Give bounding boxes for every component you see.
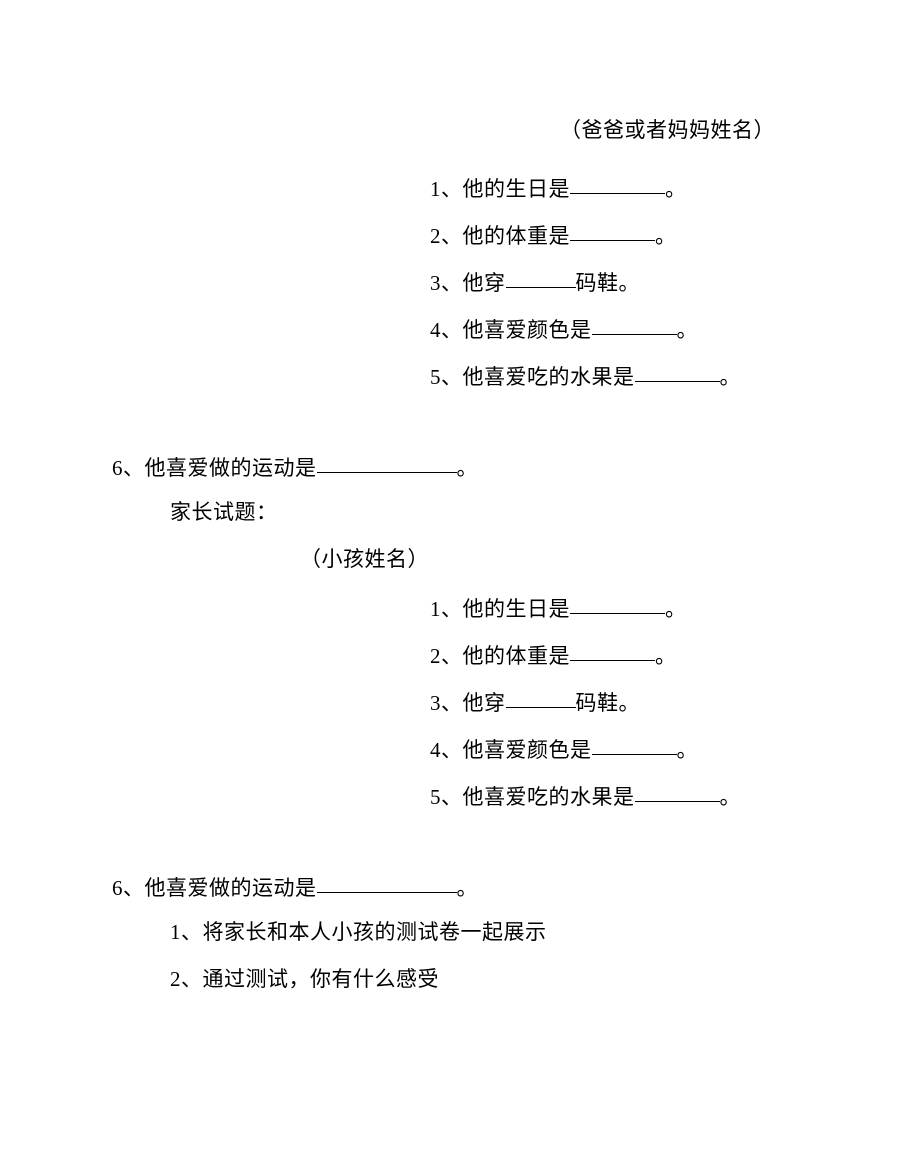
section1-q6: 6、他喜爱做的运动是 。 bbox=[112, 453, 478, 481]
s2-q3-blank[interactable] bbox=[506, 686, 576, 708]
q4-blank[interactable] bbox=[592, 313, 677, 335]
q3-blank[interactable] bbox=[506, 266, 576, 288]
section2-q4: 4、他喜爱颜色是 。 bbox=[430, 735, 698, 763]
q5-text-post: 。 bbox=[720, 365, 742, 389]
s2-q2-post: 。 bbox=[655, 644, 677, 668]
divider-heading: 家长试题： bbox=[170, 500, 278, 525]
q5-text-pre: 5、他喜爱吃的水果是 bbox=[430, 365, 635, 389]
q4-text-post: 。 bbox=[677, 318, 699, 342]
q2-text-post: 。 bbox=[655, 224, 677, 248]
section1-q1: 1、他的生日是 。 bbox=[430, 174, 687, 202]
s2-q5-post: 。 bbox=[720, 785, 742, 809]
s2-q6-post: 。 bbox=[457, 876, 479, 900]
document-page: （爸爸或者妈妈姓名） 1、他的生日是。 2、他的体重是。 3、他穿码鞋。 4、他… bbox=[0, 0, 920, 1151]
s2-q6-pre: 6、他喜爱做的运动是 bbox=[112, 876, 317, 900]
section1-q5: 5、他喜爱吃的水果是 。 bbox=[430, 362, 741, 390]
s2-q4-pre: 4、他喜爱颜色是 bbox=[430, 738, 592, 762]
section2-q6: 6、他喜爱做的运动是 。 bbox=[112, 873, 478, 901]
s2-q1-post: 。 bbox=[665, 597, 687, 621]
q1-text-post: 。 bbox=[665, 177, 687, 201]
section1-q4: 4、他喜爱颜色是 。 bbox=[430, 315, 698, 343]
section1-q3: 3、他穿 码鞋。 bbox=[430, 268, 640, 296]
s2-q6-blank[interactable] bbox=[317, 871, 457, 893]
q2-text-pre: 2、他的体重是 bbox=[430, 224, 570, 248]
section2-q2: 2、他的体重是 。 bbox=[430, 641, 677, 669]
s2-q2-pre: 2、他的体重是 bbox=[430, 644, 570, 668]
q2-blank[interactable] bbox=[570, 219, 655, 241]
q4-text-pre: 4、他喜爱颜色是 bbox=[430, 318, 592, 342]
s2-q5-pre: 5、他喜爱吃的水果是 bbox=[430, 785, 635, 809]
s2-q3-post: 码鞋。 bbox=[576, 691, 641, 715]
s2-q1-blank[interactable] bbox=[570, 592, 665, 614]
q3-text-pre: 3、他穿 bbox=[430, 271, 506, 295]
q3-text-post: 码鞋。 bbox=[576, 271, 641, 295]
q5-blank[interactable] bbox=[635, 360, 720, 382]
s2-q1-pre: 1、他的生日是 bbox=[430, 597, 570, 621]
section2-q5: 5、他喜爱吃的水果是 。 bbox=[430, 782, 741, 810]
s2-q5-blank[interactable] bbox=[635, 780, 720, 802]
s2-q2-blank[interactable] bbox=[570, 639, 655, 661]
q6-blank[interactable] bbox=[317, 451, 457, 473]
section1-q2: 2、他的体重是 。 bbox=[430, 221, 677, 249]
s2-q3-pre: 3、他穿 bbox=[430, 691, 506, 715]
footer-item-1: 1、将家长和本人小孩的测试卷一起展示 bbox=[170, 920, 547, 945]
s2-q4-post: 。 bbox=[677, 738, 699, 762]
section2-header: （小孩姓名） bbox=[300, 547, 429, 572]
section2-q3: 3、他穿 码鞋。 bbox=[430, 688, 640, 716]
footer-item-2: 2、通过测试，你有什么感受 bbox=[170, 967, 439, 992]
q1-text-pre: 1、他的生日是 bbox=[430, 177, 570, 201]
q1-blank[interactable] bbox=[570, 172, 665, 194]
s2-q4-blank[interactable] bbox=[592, 733, 677, 755]
section1-header: （爸爸或者妈妈姓名） bbox=[560, 118, 775, 143]
q6-text-post: 。 bbox=[457, 456, 479, 480]
q6-text-pre: 6、他喜爱做的运动是 bbox=[112, 456, 317, 480]
section2-q1: 1、他的生日是 。 bbox=[430, 594, 687, 622]
